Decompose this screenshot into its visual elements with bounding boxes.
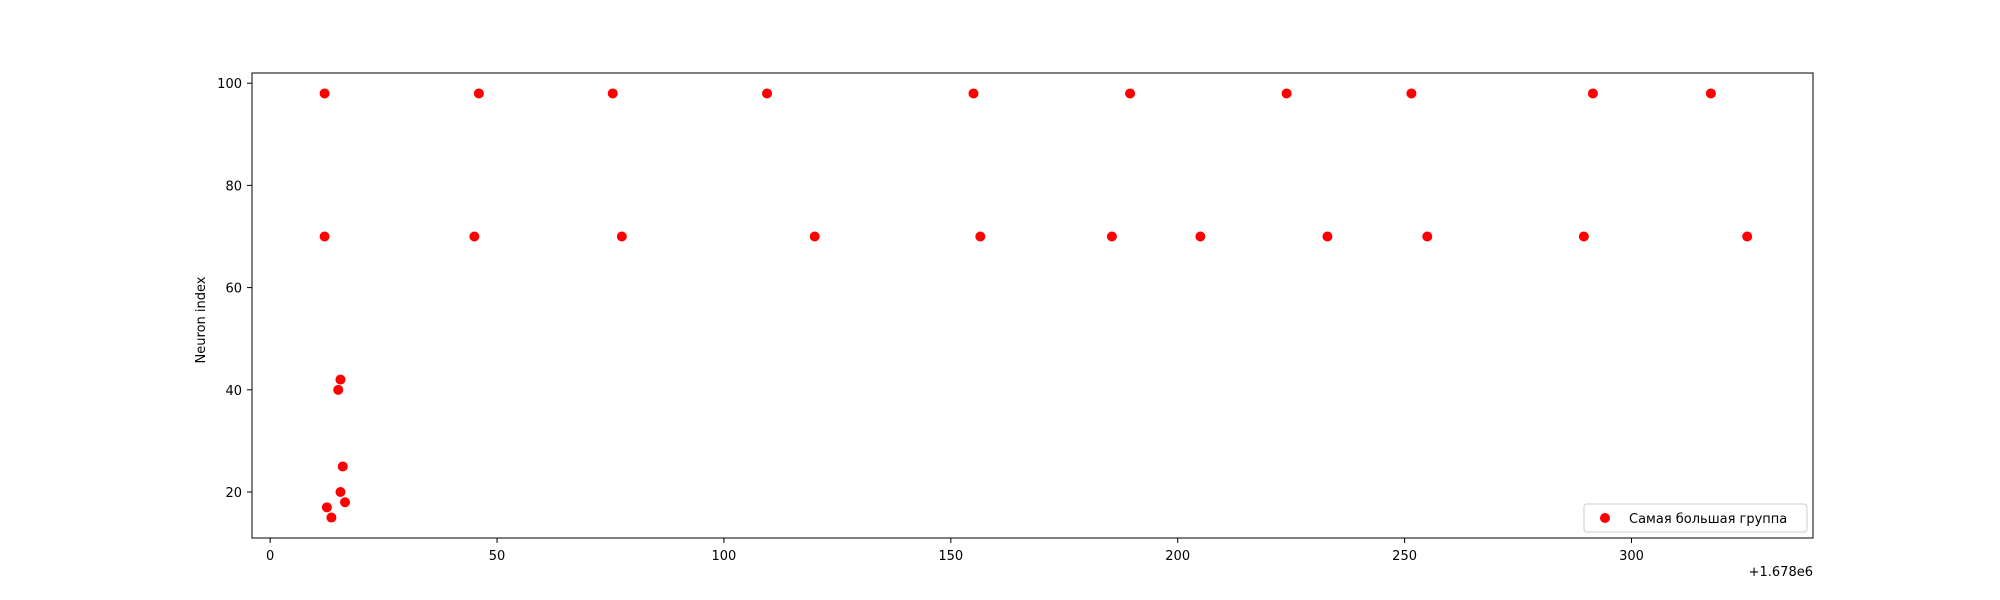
legend-box bbox=[1583, 503, 1808, 533]
scatter-point bbox=[1322, 231, 1333, 242]
x-tick-label: 100 bbox=[712, 549, 737, 564]
legend-marker bbox=[1600, 513, 1610, 523]
plot-frame bbox=[251, 72, 1814, 539]
scatter-point bbox=[1742, 231, 1753, 242]
x-tick-label: 0 bbox=[266, 549, 274, 564]
y-tick-label: 40 bbox=[225, 384, 242, 399]
scatter-point bbox=[473, 88, 484, 99]
y-tick-label: 100 bbox=[217, 77, 242, 92]
x-tick-label: 200 bbox=[1165, 549, 1190, 564]
scatter-point bbox=[1125, 88, 1136, 99]
scatter-point bbox=[335, 374, 346, 385]
scatter-point bbox=[335, 487, 346, 498]
legend-label: Самая большая группа bbox=[1629, 512, 1787, 527]
scatter-point bbox=[340, 497, 351, 508]
scatter-point bbox=[1587, 88, 1598, 99]
scatter-point bbox=[1422, 231, 1433, 242]
scatter-point bbox=[762, 88, 773, 99]
scatter-point bbox=[1195, 231, 1206, 242]
scatter-point bbox=[326, 512, 337, 523]
scatter-point bbox=[333, 384, 344, 395]
scatter-point bbox=[809, 231, 820, 242]
y-axis-label: Neuron index bbox=[194, 276, 209, 363]
x-tick-label: 150 bbox=[938, 549, 963, 564]
scatter-point bbox=[1578, 231, 1589, 242]
y-axis: 20 40 60 80 100 bbox=[217, 77, 252, 501]
scatter-point bbox=[337, 461, 348, 472]
scatter-point bbox=[319, 88, 330, 99]
x-tick-label: 300 bbox=[1619, 549, 1644, 564]
scatter-point bbox=[1106, 231, 1117, 242]
legend[interactable]: Самая большая группа bbox=[1583, 503, 1808, 533]
data-points bbox=[319, 88, 1753, 523]
scatter-point bbox=[1406, 88, 1417, 99]
y-tick-label: 80 bbox=[225, 179, 242, 194]
scatter-point bbox=[1705, 88, 1716, 99]
scatter-point bbox=[975, 231, 986, 242]
x-tick-label: 250 bbox=[1392, 549, 1417, 564]
scatter-point bbox=[1281, 88, 1292, 99]
x-tick-label: 50 bbox=[489, 549, 506, 564]
y-tick-label: 60 bbox=[225, 282, 242, 297]
y-tick-label: 20 bbox=[225, 486, 242, 501]
scatter-point bbox=[469, 231, 480, 242]
scatter-point bbox=[616, 231, 627, 242]
scatter-point bbox=[968, 88, 979, 99]
x-axis-offset-label: +1.678e6 bbox=[1749, 565, 1813, 580]
scatter-point bbox=[321, 502, 332, 513]
scatter-point bbox=[319, 231, 330, 242]
scatter-point bbox=[607, 88, 618, 99]
plot-area bbox=[251, 72, 1814, 539]
x-axis: 0 50 100 150 200 250 300 bbox=[266, 538, 1644, 564]
